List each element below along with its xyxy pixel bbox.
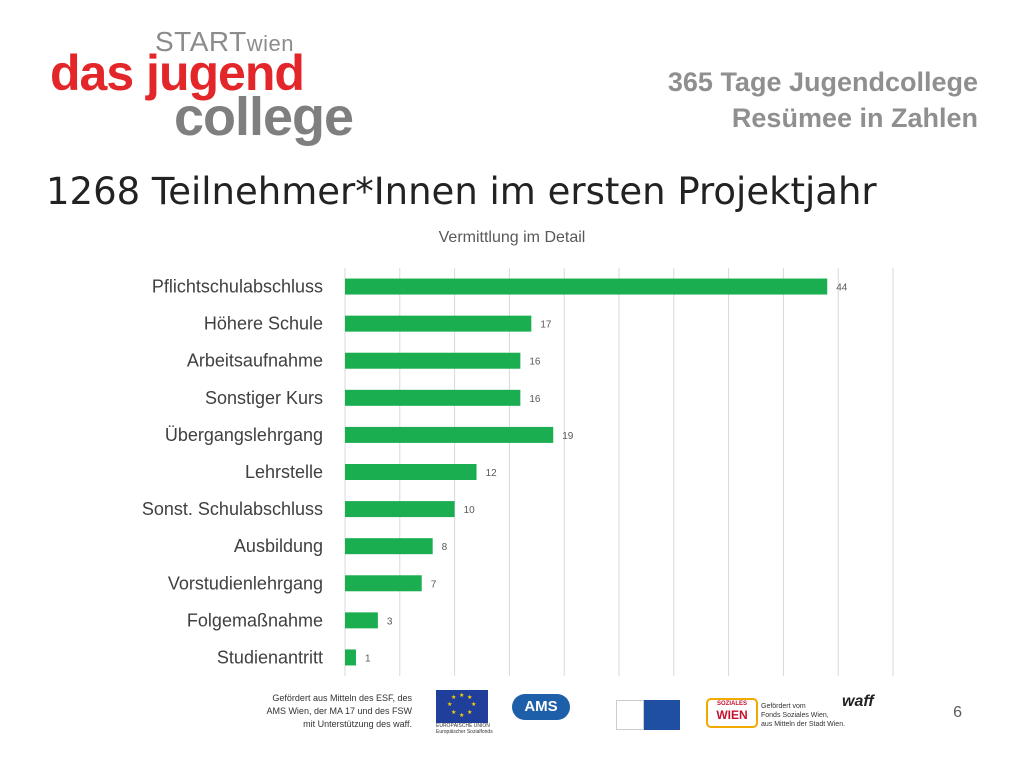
fsw-note-line-1: Gefördert vom: [761, 703, 806, 710]
page-number: 6: [953, 704, 962, 721]
data-label: 16: [529, 357, 541, 368]
funding-note: Gefördert aus Mitteln des ESF, des AMS W…: [222, 692, 412, 731]
data-label: 7: [431, 579, 437, 590]
bar: [345, 501, 455, 518]
category-label: Folgemaßnahme: [187, 610, 323, 630]
logo: STARTwien das jugend college: [50, 26, 370, 156]
ams-badge: AMS: [512, 694, 570, 720]
funding-note-line-1: Gefördert aus Mitteln des ESF, des: [272, 693, 412, 703]
wien-text: WIEN: [716, 708, 748, 722]
bar: [345, 315, 532, 332]
category-label: Studienantritt: [217, 647, 323, 667]
bar: [345, 352, 521, 369]
logo-das-jugend: das jugend: [50, 45, 305, 101]
fsw-note-line-2: Fonds Soziales Wien,: [761, 712, 829, 719]
category-label: Sonst. Schulabschluss: [142, 499, 323, 519]
category-label: Höhere Schule: [204, 314, 323, 334]
fsw-note: Gefördert vom Fonds Soziales Wien, aus M…: [761, 702, 845, 729]
eu-flag-icon: ★ ★ ★ ★ ★ ★ ★ ★: [436, 690, 488, 723]
subtitle-line-1: 365 Tage Jugendcollege: [667, 67, 978, 97]
stadt-wien-logo-icon: [644, 700, 680, 730]
category-label: Übergangslehrgang: [165, 425, 323, 445]
bar: [345, 464, 477, 480]
data-label: 16: [529, 394, 541, 405]
data-label: 1: [365, 653, 371, 664]
category-label: Arbeitsaufnahme: [187, 351, 323, 371]
category-label: Lehrstelle: [245, 462, 323, 482]
data-label: 8: [442, 542, 448, 553]
funding-note-line-2: AMS Wien, der MA 17 und des FSW: [266, 706, 412, 716]
bar: [345, 278, 828, 295]
bar: [345, 389, 521, 406]
data-label: 44: [836, 283, 848, 294]
data-label: 10: [464, 505, 476, 516]
logo-startwien: STARTwien: [155, 26, 294, 58]
category-label: Vorstudienlehrgang: [168, 573, 323, 593]
data-label: 19: [562, 431, 574, 442]
data-label: 3: [387, 616, 393, 627]
soziales-wien-logo: SOZIALES WIEN: [706, 698, 758, 728]
waff-wordmark: waff: [842, 693, 874, 710]
bar: [345, 538, 433, 555]
funding-note-line-3: mit Unterstützung des waff.: [303, 719, 412, 729]
chart-title: Vermittlung im Detail: [438, 229, 586, 246]
slide-subtitle: 365 Tage Jugendcollege Resümee in Zahlen: [668, 64, 978, 136]
data-label: 17: [540, 320, 552, 331]
footer: Gefördert aus Mitteln des ESF, des AMS W…: [0, 686, 1024, 736]
page-title: 1268 Teilnehmer*Innen im ersten Projektj…: [46, 170, 877, 213]
esf-stadtwien-logo: [616, 700, 680, 730]
subtitle-line-2: Resümee in Zahlen: [731, 103, 978, 133]
soziales-text: SOZIALES: [716, 701, 747, 707]
ams-logo: AMS: [512, 692, 594, 732]
waff-logo: waff: [842, 694, 902, 734]
logo-wien-text: wien: [246, 31, 294, 56]
logo-college: college: [174, 87, 354, 147]
category-label: Ausbildung: [234, 536, 323, 556]
eu-logo: ★ ★ ★ ★ ★ ★ ★ ★ EUROPÄISCHE UNION Europä…: [436, 690, 493, 735]
bar: [345, 612, 378, 629]
bar: [345, 649, 356, 666]
esf-logo-icon: [616, 700, 644, 730]
fsw-note-line-3: aus Mitteln der Stadt Wien.: [761, 721, 846, 728]
logo-start-text: START: [155, 26, 247, 57]
bar: [345, 426, 554, 443]
category-label: Pflichtschulabschluss: [152, 277, 323, 297]
eu-caption-1: EUROPÄISCHE UNION: [436, 723, 490, 729]
bar: [345, 575, 422, 592]
data-label: 12: [486, 468, 498, 479]
eu-caption-2: Europäischer Sozialfonds: [436, 729, 493, 735]
category-label: Sonstiger Kurs: [205, 388, 323, 408]
